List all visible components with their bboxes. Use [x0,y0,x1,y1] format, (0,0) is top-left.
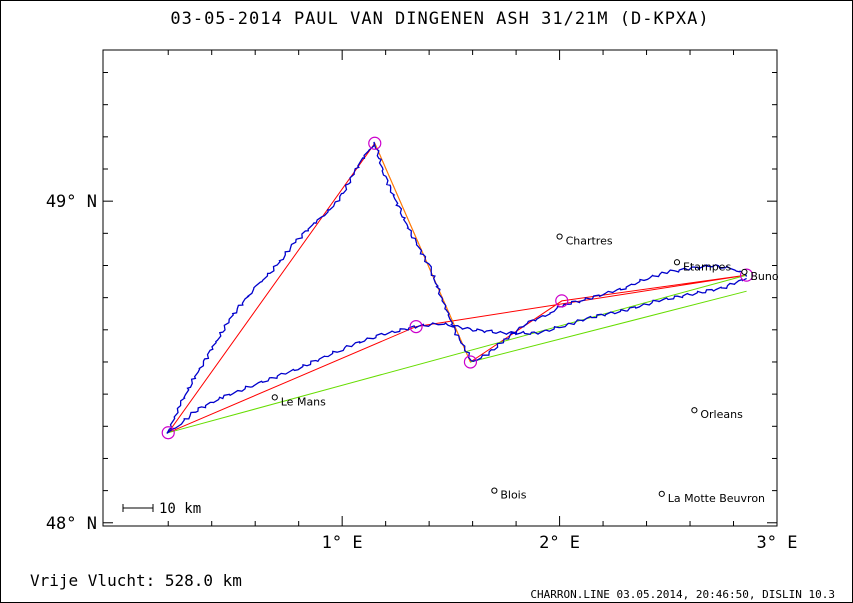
x-tick-label: 2° E [539,533,580,553]
city-label: La Motte Beuvron [668,492,765,505]
turnpoint-circle [555,294,569,308]
turnpoint-circle [739,268,754,282]
x-tick-label: 1° E [322,533,363,553]
city-dot [556,233,563,240]
y-tick-label: 49° N [46,192,97,212]
chart-title: 03-05-2014 PAUL VAN DINGENEN ASH 31/21M … [170,9,709,29]
city-markers: Chartres Etampes Buno Le Mans Orleans Blois La… [271,233,779,505]
city-dot [741,268,748,276]
city-label: Le Mans [281,395,326,408]
axis-ticks: 1° E 2° E 3° E 48° N 49° N [46,50,798,553]
turnpoint-circle [463,355,478,369]
turnpoint-markers [161,136,754,440]
credit-label: CHARRON.LINE 03.05.2014, 20:46:50, DISLI… [530,588,835,601]
plot-frame [102,49,778,527]
city-dot [691,407,698,414]
y-tick-label: 48° N [46,514,97,534]
city-dot [271,394,278,401]
city-label: Blois [500,489,526,502]
distance-label: Vrije Vlucht: 528.0 km [30,571,242,590]
course-line [470,290,747,363]
track-line [166,141,748,434]
turnpoint-circle [409,319,423,334]
city-label: Etampes [683,260,731,273]
city-label: Buno [750,270,778,283]
scale-bar: 10 km [122,501,201,517]
city-dot [658,490,665,497]
city-dot [491,487,498,494]
city-label: Chartres [566,235,613,248]
course-line [168,274,747,434]
flight-track [166,141,748,434]
scale-bar-label: 10 km [159,501,201,517]
turnpoint-circle [161,426,175,440]
turnpoint-circle [368,136,382,150]
city-label: Orleans [700,408,743,421]
city-dot [673,259,681,266]
x-tick-label: 3° E [757,533,798,553]
